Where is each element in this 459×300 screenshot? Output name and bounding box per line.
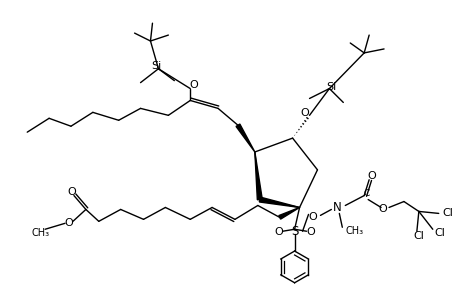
Polygon shape [254,152,262,200]
Text: O: O [190,80,198,90]
Text: O: O [300,108,308,118]
Text: S: S [290,225,297,238]
Text: O: O [67,187,76,196]
Text: Cl: Cl [442,208,453,218]
Text: O: O [378,204,386,214]
Text: O: O [64,218,73,228]
Text: C: C [362,189,369,198]
Text: O: O [306,227,314,237]
Text: Cl: Cl [434,228,445,238]
Text: N: N [332,201,341,214]
Polygon shape [235,124,254,152]
Text: CH₃: CH₃ [31,228,49,238]
Text: O: O [367,171,376,181]
Text: Si: Si [151,61,161,71]
Text: Si: Si [325,82,336,92]
Polygon shape [259,197,299,208]
Text: CH₃: CH₃ [345,226,363,236]
Polygon shape [278,208,299,219]
Text: Cl: Cl [413,231,423,241]
Text: O: O [274,227,282,237]
Text: O: O [308,212,316,222]
